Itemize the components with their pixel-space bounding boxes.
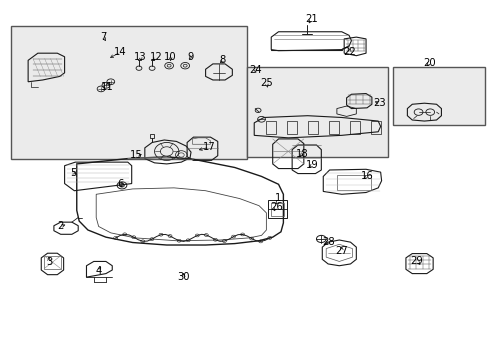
Bar — [270, 203, 284, 216]
Text: 2: 2 — [58, 221, 64, 231]
Bar — [370, 121, 380, 134]
Bar — [150, 134, 154, 138]
Text: 1: 1 — [275, 193, 281, 203]
Text: 7: 7 — [100, 32, 106, 42]
Bar — [246, 67, 387, 157]
Text: 17: 17 — [203, 142, 215, 152]
Text: 30: 30 — [177, 272, 189, 282]
Text: 27: 27 — [335, 247, 347, 256]
Text: 5: 5 — [70, 168, 77, 178]
Text: 9: 9 — [187, 52, 194, 62]
Text: 22: 22 — [343, 47, 355, 57]
Text: 18: 18 — [295, 149, 307, 159]
Bar — [328, 121, 338, 134]
Text: 10: 10 — [164, 52, 177, 62]
Bar — [11, 26, 246, 158]
Text: 16: 16 — [360, 171, 373, 181]
Text: 29: 29 — [410, 256, 423, 266]
Text: 11: 11 — [101, 82, 114, 92]
Text: 28: 28 — [321, 237, 334, 247]
Text: 6: 6 — [117, 179, 123, 189]
Text: 20: 20 — [422, 58, 435, 68]
Bar — [349, 121, 359, 134]
Bar — [336, 175, 370, 190]
Text: 26: 26 — [270, 202, 283, 212]
Text: 4: 4 — [95, 266, 102, 276]
Text: 14: 14 — [114, 47, 126, 57]
Bar — [287, 121, 296, 134]
Text: 19: 19 — [305, 160, 318, 170]
Text: 12: 12 — [149, 52, 162, 62]
Text: 15: 15 — [130, 150, 142, 160]
Bar — [307, 121, 317, 134]
Text: 24: 24 — [248, 65, 261, 75]
Text: 23: 23 — [373, 98, 385, 108]
Text: 8: 8 — [219, 55, 225, 65]
Text: 3: 3 — [46, 257, 52, 267]
Text: 25: 25 — [260, 78, 272, 88]
Bar — [44, 256, 61, 269]
Text: 21: 21 — [305, 14, 317, 24]
Bar — [266, 121, 276, 134]
Text: 13: 13 — [134, 52, 146, 62]
Bar — [267, 201, 287, 217]
Bar — [392, 67, 484, 125]
